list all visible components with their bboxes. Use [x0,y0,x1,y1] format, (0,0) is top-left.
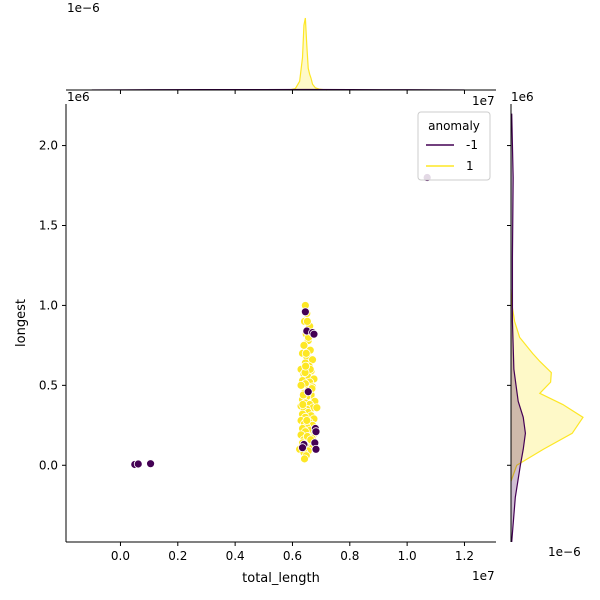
legend: anomaly -1 1 [417,111,491,181]
scatter-point-overlay [311,444,321,454]
y-axis-label: longest [14,299,29,347]
y-tick-label: 1.0 [39,298,58,312]
right-density-line [510,289,584,482]
legend-label-pos: 1 [466,159,474,173]
scatter-point [298,400,308,409]
x-tick-label: 0.0 [111,549,130,563]
x-axis-label: total_length [242,571,320,586]
right-density-top-label: 1e6 [511,90,534,104]
scatter-point-overlay [146,459,155,469]
top-density-offset-label: 1e−6 [67,1,100,15]
legend-box [417,111,491,181]
scatter-point [302,416,312,425]
right-density-fill [511,113,526,542]
legend-title: anomaly [428,119,480,133]
scatter-point [302,317,312,326]
scatter-point [312,403,322,413]
scatter-point [300,454,309,464]
top-density-line [289,17,327,91]
legend-label-neg: -1 [466,138,478,152]
x-tick-label: 0.4 [226,549,245,563]
x-tick-label: 0.2 [168,549,187,563]
x-ticks: 0.0 0.2 0.4 0.6 0.8 1.0 1.2 [111,90,474,563]
right-density-line [511,113,527,543]
y-tick-label: 0.5 [39,378,58,392]
top-density-fill [289,18,327,90]
scatter-points [130,173,432,469]
x-tick-label: 1.2 [455,549,474,563]
x-offset-label: 1e7 [472,569,495,583]
right-density-offset-label: 1e−6 [548,545,581,559]
x-tick-label: 0.8 [340,549,359,563]
scatter-point-overlay [311,427,321,437]
scatter-point [301,361,311,371]
x-tick-label: 0.6 [283,549,302,563]
scatter-point-overlay [300,307,310,317]
scatter-point [301,348,311,358]
scatter-point-overlay [303,387,313,397]
y-offset-label: 1e6 [67,90,90,104]
y-ticks: 0.0 0.5 1.0 1.5 2.0 [39,139,511,472]
right-marginal-density [510,113,584,543]
scatter-point-overlay [133,459,143,469]
x-tick-label: 1.0 [398,549,417,563]
y-tick-label: 0.0 [39,458,58,472]
scatter-point-overlay [309,329,319,339]
scatter-point [296,380,306,390]
y-tick-label: 1.5 [39,218,58,232]
scatter-point-overlay [298,443,307,453]
top-marginal-density [91,17,465,91]
x-offset-label-top: 1e7 [472,94,495,108]
y-tick-label: 2.0 [39,139,58,153]
